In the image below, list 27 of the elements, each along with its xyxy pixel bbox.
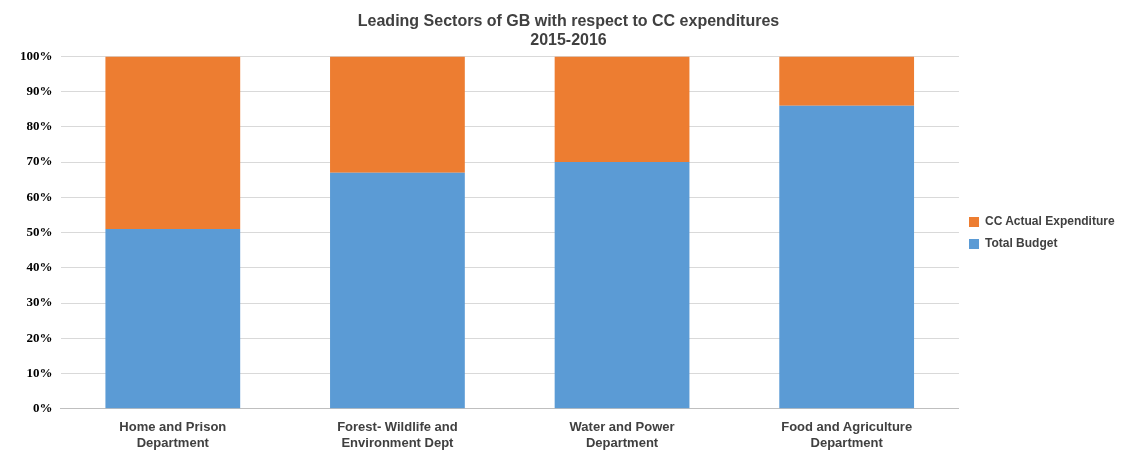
text: Leading Sectors of GB with respect to CC expenditures xyxy=(357,12,780,30)
legend-label: CC Actual Expenditure xyxy=(984,214,1115,229)
y-tick-label: 80% xyxy=(26,118,53,134)
y-tick-label: 30% xyxy=(26,294,53,310)
bar xyxy=(105,56,241,230)
y-tick-label: 60% xyxy=(26,188,53,204)
x-tick-label: Food and Agriculture Department xyxy=(781,419,913,450)
y-tick-label: 50% xyxy=(26,223,53,239)
y-tick-label: 90% xyxy=(26,83,53,98)
bar xyxy=(554,56,690,163)
y-tick-label: 10% xyxy=(26,364,53,380)
x-tick-label: Water and Power Department xyxy=(569,419,675,450)
bar xyxy=(105,229,241,409)
y-tick-label: 70% xyxy=(26,153,53,169)
y-tick-label: 20% xyxy=(26,329,53,345)
bar xyxy=(779,105,915,409)
x-tick-label: Home and Prison Department xyxy=(119,419,227,450)
bar xyxy=(554,162,690,409)
y-tick-label: 100% xyxy=(20,47,53,63)
legend-label: Total Budget xyxy=(984,236,1058,251)
y-tick-label: 0% xyxy=(33,400,53,416)
bar xyxy=(779,56,915,106)
x-tick-label: Forest- Wildlife and Environment Dept xyxy=(337,419,458,450)
text: 2015-2016 xyxy=(530,31,607,49)
bar xyxy=(330,172,465,409)
bar xyxy=(330,56,465,173)
y-tick-label: 40% xyxy=(26,259,53,275)
